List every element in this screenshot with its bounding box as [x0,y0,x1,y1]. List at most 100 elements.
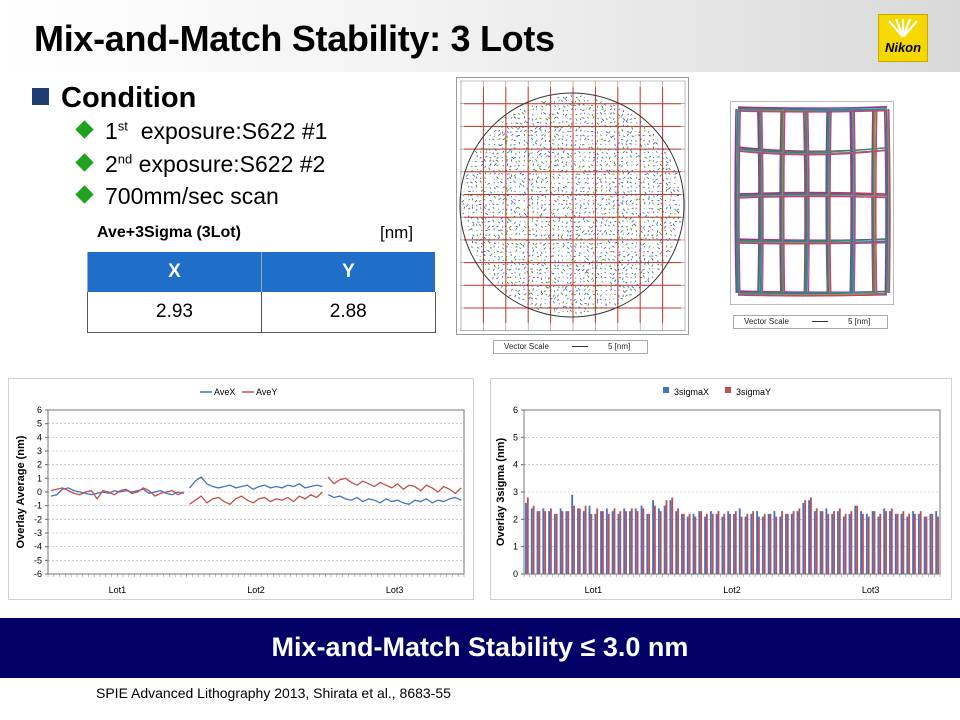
overlay-vector [577,234,581,237]
overlay-vector [536,211,539,214]
overlay-vector [594,266,598,270]
y-tick-label: -4 [34,542,42,552]
overlay-vector [514,262,516,265]
overlay-vector [644,193,646,197]
overlay-vector [582,264,585,267]
y-tick-label: 2 [37,460,42,470]
overlay-vector [599,255,602,258]
table-header-row: X Y [87,252,435,292]
overlay-vector [518,296,521,300]
overlay-vector [558,286,560,289]
overlay-vector [521,193,525,197]
overlay-vector [552,143,555,145]
overlay-vector [618,236,620,240]
overlay-vector [575,122,577,125]
overlay-vector [479,233,482,235]
overlay-vector [648,267,651,270]
overlay-vector [561,138,564,141]
overlay-vector [506,173,510,175]
overlay-vector [592,115,595,119]
overlay-vector [622,250,625,253]
overlay-vector [476,155,478,158]
overlay-vector [511,126,513,129]
overlay-vector [510,122,513,125]
overlay-vector [639,190,641,192]
overlay-vector [526,187,529,190]
overlay-vector [568,102,572,106]
overlay-vector [535,223,538,227]
overlay-vector [635,198,639,201]
overlay-vector [661,254,663,257]
overlay-vector [630,258,633,261]
overlay-vector [643,245,645,248]
overlay-vector [493,268,495,271]
overlay-vector [522,298,525,301]
overlay-vector [564,287,568,291]
overlay-vector [552,247,555,250]
overlay-vector [657,247,661,250]
overlay-vector [498,125,501,128]
shot-grid-line [875,108,878,294]
overlay-vector [561,221,564,224]
overlay-vector [655,254,658,257]
overlay-vector [493,251,496,253]
overlay-vector [505,212,508,215]
overlay-vector [584,260,587,264]
overlay-vector [535,234,538,238]
overlay-vector [506,151,510,154]
overlay-vector [635,152,637,155]
y-tick-label: 5 [37,419,42,429]
overlay-vector [567,251,570,254]
overlay-vector [596,264,598,267]
overlay-vector [566,206,570,210]
overlay-vector [616,156,620,160]
overlay-vector [577,287,581,291]
overlay-vector [556,242,559,245]
overlay-vector [575,290,579,292]
overlay-vector [545,237,548,240]
overlay-vector [532,242,535,245]
overlay-vector [514,221,516,225]
bar-3sigmaY [584,505,587,574]
overlay-vector [501,232,504,235]
overlay-vector [592,293,596,296]
overlay-vector [557,159,559,162]
overlay-vector [622,146,625,149]
overlay-vector [518,151,521,154]
overlay-vector [676,210,680,214]
overlay-vector [504,155,508,158]
overlay-vector [566,200,568,202]
overlay-vector [659,251,663,255]
overlay-vector [551,212,555,215]
bar-3sigmaY [567,511,570,574]
overlay-vector [566,152,570,155]
y-axis-label: Overlay 3sigma (nm) [495,438,507,547]
overlay-vector [672,199,675,202]
overlay-vector [569,202,572,205]
overlay-vector [635,242,637,244]
overlay-vector [523,120,527,124]
shot-grid-line [871,108,874,294]
overlay-vector [600,101,602,104]
overlay-vector [502,247,504,250]
overlay-vector [597,272,600,275]
bar-3sigmaY [573,505,575,574]
legend-entry: 3sigmaY [736,387,771,397]
overlay-vector [474,242,478,244]
overlay-vector [535,142,538,145]
overlay-vector [541,213,543,216]
overlay-vector [518,233,521,235]
bar-3sigmaX [634,508,637,574]
overlay-vector [588,126,590,128]
overlay-vector [569,219,572,222]
overlay-vector [470,194,473,197]
overlay-vector [627,247,630,249]
overlay-vector [575,113,578,116]
shot-grid-line [737,107,888,111]
bar-3sigmaX [530,508,533,574]
overlay-vector [657,211,659,214]
overlay-vector [535,158,538,162]
overlay-vector [575,118,578,122]
overlay-vector [579,95,583,98]
overlay-vector [617,139,619,141]
